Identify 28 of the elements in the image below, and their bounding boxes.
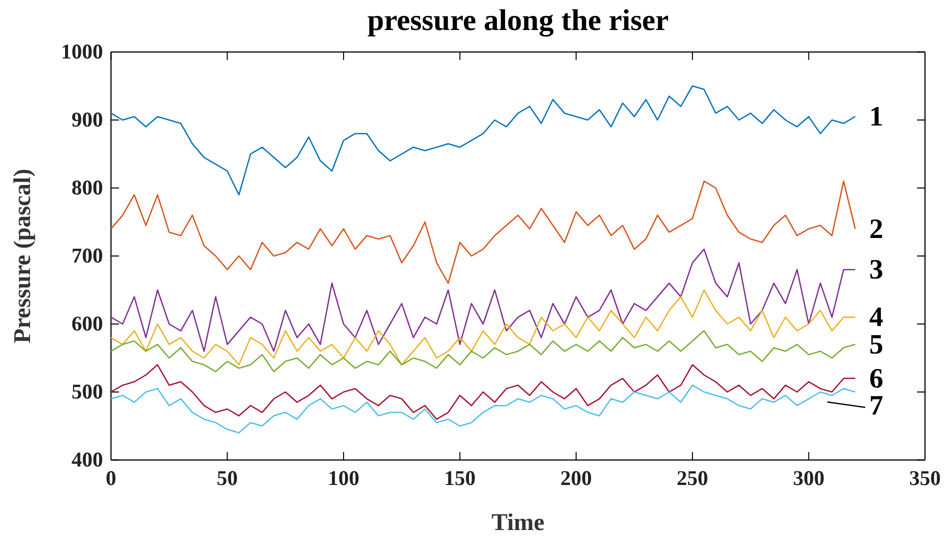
y-tick-label: 400 bbox=[72, 448, 103, 472]
x-tick-label: 200 bbox=[560, 466, 592, 490]
y-tick-label: 500 bbox=[72, 380, 103, 404]
line-series bbox=[110, 180, 856, 284]
x-tick-label: 0 bbox=[106, 466, 116, 490]
line-series bbox=[110, 364, 856, 420]
x-tick-label: 50 bbox=[216, 466, 238, 490]
x-tick-label: 300 bbox=[792, 466, 824, 490]
line-series bbox=[110, 384, 856, 434]
y-tick-label: 700 bbox=[72, 244, 103, 268]
x-tick-label: 150 bbox=[444, 466, 476, 490]
series-label: 3 bbox=[869, 254, 884, 286]
x-tick-label: 350 bbox=[909, 466, 941, 490]
x-tick-label: 250 bbox=[676, 466, 708, 490]
line-series bbox=[110, 330, 856, 372]
y-tick-label: 1000 bbox=[61, 40, 103, 64]
series-label: 2 bbox=[869, 214, 884, 245]
y-tick-label: 800 bbox=[72, 176, 103, 200]
x-tick-label: 100 bbox=[328, 466, 360, 490]
line-series bbox=[110, 248, 856, 352]
y-tick-label: 600 bbox=[72, 312, 103, 336]
chart-title: pressure along the riser bbox=[367, 4, 669, 37]
y-axis-title: Pressure (pascal) bbox=[10, 168, 36, 344]
line-series bbox=[110, 289, 856, 366]
y-tick-label: 900 bbox=[72, 108, 103, 132]
line-series bbox=[110, 85, 856, 196]
x-axis-title: Time bbox=[492, 510, 545, 536]
series-label: 1 bbox=[869, 102, 884, 133]
